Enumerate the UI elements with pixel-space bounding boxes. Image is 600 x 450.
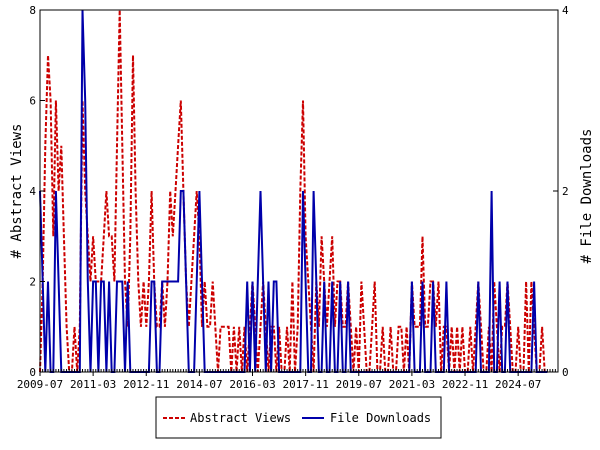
y-left-tick-label: 0	[29, 366, 36, 379]
y-left-tick-label: 2	[29, 276, 36, 289]
x-tick-label: 2021-03	[389, 378, 435, 391]
y-left-tick-label: 6	[29, 95, 36, 108]
right-axis-title: # File Downloads	[579, 129, 595, 264]
x-tick-label: 2011-03	[70, 378, 116, 391]
left-axis-title: # Abstract Views	[9, 124, 25, 259]
legend: Abstract Views File Downloads	[155, 396, 442, 439]
y-left-tick-label: 8	[29, 4, 36, 17]
legend-label-abstract-views: Abstract Views	[190, 411, 291, 425]
legend-label-file-downloads: File Downloads	[330, 411, 431, 425]
series-line-abstract-views	[39, 9, 548, 373]
x-tick-label: 2016-03	[229, 378, 275, 391]
x-tick-label: 2019-07	[336, 378, 382, 391]
x-tick-label: 2014-07	[176, 378, 222, 391]
x-tick-label: 2022-11	[442, 378, 488, 391]
y-right-tick-label: 0	[562, 366, 569, 379]
ticks-layer: 2009-07 2011-03 2012-11 2014-07 2016-03 2017-…	[17, 4, 569, 391]
y-left-tick-label: 4	[29, 185, 36, 198]
x-tick-label: 2012-11	[123, 378, 169, 391]
y-right-tick-label: 4	[562, 4, 569, 17]
legend-box	[155, 396, 442, 439]
plot-frame	[39, 9, 559, 373]
x-tick-label: 2024-07	[495, 378, 541, 391]
x-tick-label: 2009-07	[17, 378, 63, 391]
x-tick-label: 2017-11	[282, 378, 328, 391]
y-right-tick-label: 2	[562, 185, 569, 198]
